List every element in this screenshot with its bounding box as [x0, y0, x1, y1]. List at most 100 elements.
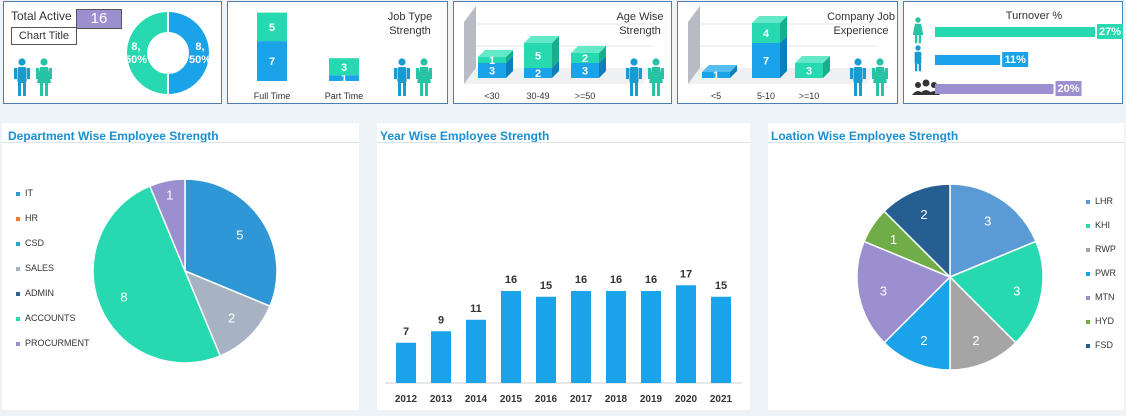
title-divider	[2, 142, 359, 143]
job-type-card: 7 5 Full Time 1 3 Part Time Job Type Strength	[227, 1, 448, 104]
bar-3d-top	[752, 16, 787, 23]
bar-3d-front	[571, 53, 599, 63]
department-title: Department Wise Employee Strength	[8, 129, 219, 143]
stacked-bar-segment	[329, 58, 359, 76]
female-icon	[648, 58, 664, 96]
bar-3d-front	[478, 57, 506, 63]
turnover-card: Turnover % 27% 11% 20%	[903, 1, 1123, 104]
bar-value-label: 2	[582, 53, 588, 65]
bar-3d-front	[524, 68, 552, 78]
bar	[676, 285, 696, 383]
location-card: Loation Wise Employee Strength 3 3 2 2 3 1 2 L…	[768, 123, 1124, 410]
legend-swatch	[1086, 247, 1090, 252]
bar-3d-front	[752, 23, 780, 43]
legend-swatch	[16, 266, 20, 271]
pie-value-label: 2	[972, 333, 979, 348]
bar-3d-side	[506, 56, 513, 78]
pie-value-label: 1	[166, 187, 173, 202]
category-label: <5	[711, 91, 721, 101]
legend-label: RWP	[1095, 244, 1116, 254]
bar-value-label: 3	[582, 66, 588, 78]
bar	[711, 296, 731, 383]
legend-swatch	[1086, 295, 1090, 300]
category-label: 2016	[535, 394, 558, 405]
female-icon	[416, 58, 432, 96]
bar	[606, 291, 626, 383]
stacked-bar-segment	[257, 12, 287, 42]
bar	[431, 331, 451, 383]
bar-3d-front	[702, 72, 730, 78]
pie-slice	[949, 183, 1037, 279]
legend-label: MTN	[1095, 292, 1115, 302]
turnover-bar	[935, 27, 1095, 37]
bar-value-label: 3	[341, 62, 347, 74]
legend-swatch	[16, 241, 20, 246]
female-icon	[872, 58, 888, 96]
bar-value-label: 1	[489, 55, 495, 67]
bar-3d-side	[552, 36, 559, 68]
male-icon	[14, 58, 30, 96]
legend-label: ACCOUNTS	[25, 313, 76, 323]
male-icon	[850, 58, 866, 96]
female-icon	[36, 58, 52, 96]
pie-slice	[184, 178, 278, 308]
legend-item: KHI	[1086, 220, 1110, 230]
legend-item: PROCURMENT	[16, 338, 90, 348]
legend-swatch	[16, 341, 20, 346]
bar-3d-front	[524, 43, 552, 68]
age-wise-card: 3 1 <30 2 5 30-49 3 2 >=50 Age Wise Strength	[453, 1, 672, 104]
bar-3d-top	[571, 46, 606, 53]
category-label: 2018	[605, 394, 628, 405]
bar-3d-side	[730, 65, 737, 78]
bar-3d-side	[780, 16, 787, 43]
bar	[536, 296, 556, 383]
legend-label: HR	[25, 213, 38, 223]
chart-wall	[688, 6, 700, 84]
legend-item: HR	[16, 213, 38, 223]
chart-title-tooltip: Chart Title	[11, 27, 77, 45]
category-label: 2017	[570, 394, 593, 405]
legend-item: SALES	[16, 263, 54, 273]
pie-slice	[883, 183, 951, 279]
company-job-title: Company Job Experience	[827, 11, 895, 37]
bar	[396, 342, 416, 383]
category-label: <30	[484, 91, 499, 101]
bar-value-label: 3	[489, 66, 495, 78]
bar-value-label: 5	[269, 22, 275, 34]
bar-value-label: 16	[645, 274, 657, 286]
legend-swatch	[16, 291, 20, 296]
turnover-value-box	[1055, 81, 1082, 96]
bar-3d-top	[702, 65, 737, 72]
bar-3d-front	[795, 63, 823, 78]
donut-label: 8, 50%	[189, 41, 211, 66]
turnover-value-label: 27%	[1099, 26, 1121, 38]
bar-value-label: 5	[535, 51, 541, 63]
male-female-icon	[394, 58, 432, 96]
legend-label: KHI	[1095, 220, 1111, 230]
bar-3d-side	[552, 61, 559, 78]
bar-value-label: 17	[680, 268, 692, 280]
legend-item: ADMIN	[16, 288, 54, 298]
job-type-title: Job Type Strength	[387, 11, 433, 37]
male-icon	[394, 58, 410, 96]
job-type-chart: 7 5 Full Time 13 Part Time	[254, 12, 363, 101]
male-icon	[914, 45, 922, 72]
bar-3d-front	[571, 63, 599, 78]
bar	[501, 291, 521, 383]
male-female-icon	[850, 58, 888, 96]
legend-swatch	[16, 191, 20, 196]
turnover-value-label: 11%	[1004, 54, 1026, 66]
legend-item: PWR	[1086, 268, 1116, 278]
donut-slice	[125, 9, 169, 97]
pie-slice	[883, 275, 951, 371]
turnover-value-label: 20%	[1058, 83, 1080, 95]
pie-value-label: 3	[1013, 283, 1020, 298]
male-female-icon	[626, 58, 664, 96]
legend-label: CSD	[25, 238, 45, 248]
age-wise-title: Age Wise Strength	[616, 11, 664, 37]
category-label: 2021	[710, 394, 733, 405]
bar-3d-front	[752, 43, 780, 78]
bar-value-label: 7	[763, 56, 769, 68]
legend-item: MTN	[1086, 292, 1115, 302]
